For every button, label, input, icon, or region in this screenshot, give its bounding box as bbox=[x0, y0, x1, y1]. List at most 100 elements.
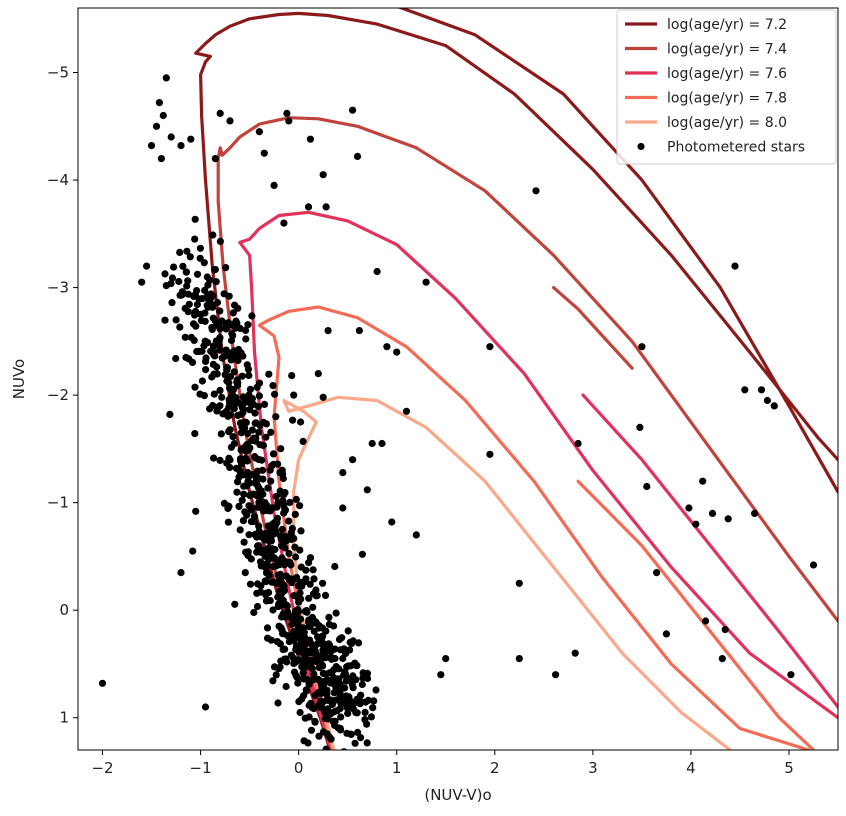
star-point bbox=[260, 149, 268, 157]
star-point bbox=[170, 263, 178, 271]
star-point bbox=[315, 664, 323, 672]
star-point bbox=[302, 566, 310, 574]
star-point bbox=[210, 454, 218, 462]
star-point bbox=[340, 748, 348, 750]
star-point bbox=[226, 399, 234, 407]
star-point bbox=[314, 370, 322, 378]
star-point bbox=[227, 443, 235, 451]
star-point bbox=[343, 663, 351, 671]
star-point bbox=[324, 327, 332, 335]
star-point bbox=[809, 561, 818, 569]
star-point bbox=[304, 739, 312, 747]
star-point bbox=[276, 570, 285, 579]
legend: log(age/yr) = 7.2 log(age/yr) = 7.4 log(ag… bbox=[616, 9, 837, 165]
star-point bbox=[147, 142, 156, 150]
star-point bbox=[643, 482, 651, 491]
x-tick-label: 0 bbox=[294, 759, 304, 777]
star-point bbox=[191, 383, 199, 391]
star-point bbox=[274, 499, 282, 507]
star-point bbox=[253, 533, 261, 541]
star-point bbox=[280, 509, 288, 517]
star-point bbox=[264, 634, 272, 642]
star-point bbox=[486, 450, 494, 458]
isochrone-tail-0 bbox=[397, 8, 838, 494]
star-point bbox=[245, 531, 253, 539]
star-point bbox=[270, 181, 278, 189]
star-point bbox=[757, 386, 766, 394]
star-points bbox=[98, 74, 818, 750]
y-tick-label: −5 bbox=[47, 64, 69, 82]
star-point bbox=[248, 436, 256, 444]
star-point bbox=[349, 684, 357, 692]
star-point bbox=[305, 559, 313, 567]
star-point bbox=[267, 477, 275, 485]
star-point bbox=[638, 343, 646, 351]
star-point bbox=[571, 649, 579, 657]
star-point bbox=[234, 304, 242, 312]
star-point bbox=[181, 333, 189, 341]
star-point bbox=[292, 553, 300, 561]
star-point bbox=[192, 507, 200, 515]
star-point bbox=[249, 400, 257, 408]
star-point bbox=[263, 624, 272, 632]
star-point bbox=[244, 478, 252, 486]
star-point bbox=[312, 586, 320, 594]
star-point bbox=[275, 561, 284, 569]
star-point bbox=[216, 386, 224, 394]
star-point bbox=[355, 639, 363, 647]
star-point bbox=[239, 393, 247, 401]
star-point bbox=[207, 347, 215, 355]
star-point bbox=[320, 646, 328, 654]
star-point bbox=[172, 354, 180, 363]
star-point bbox=[269, 606, 277, 614]
star-point bbox=[191, 235, 199, 243]
legend-label: log(age/yr) = 8.0 bbox=[667, 115, 787, 131]
star-point bbox=[317, 678, 325, 687]
star-point bbox=[574, 439, 582, 448]
star-point bbox=[297, 527, 305, 535]
star-point bbox=[192, 322, 200, 330]
star-point bbox=[331, 696, 339, 704]
star-point bbox=[232, 464, 240, 472]
star-point bbox=[176, 323, 184, 331]
star-point bbox=[245, 502, 253, 510]
star-point bbox=[253, 548, 261, 556]
star-point bbox=[358, 680, 366, 689]
star-point bbox=[216, 346, 224, 354]
star-point bbox=[293, 673, 301, 682]
star-point bbox=[187, 333, 195, 341]
star-point bbox=[348, 639, 356, 648]
star-point bbox=[197, 316, 205, 325]
star-point bbox=[708, 509, 717, 517]
star-point bbox=[269, 562, 278, 571]
star-point bbox=[305, 680, 313, 688]
star-point bbox=[192, 307, 200, 315]
star-point bbox=[182, 268, 190, 276]
star-point bbox=[276, 640, 284, 648]
star-point bbox=[370, 697, 378, 705]
star-point bbox=[291, 510, 299, 518]
star-point bbox=[280, 630, 288, 638]
star-point bbox=[167, 280, 175, 288]
star-point bbox=[332, 609, 340, 617]
star-point bbox=[260, 507, 268, 515]
star-point bbox=[245, 391, 253, 399]
y-tick-label: −3 bbox=[47, 279, 69, 297]
star-point bbox=[297, 615, 305, 623]
star-point bbox=[309, 566, 317, 574]
star-point bbox=[240, 538, 248, 546]
star-point bbox=[702, 617, 710, 625]
star-point bbox=[373, 267, 381, 276]
star-point bbox=[302, 686, 310, 694]
legend-label: log(age/yr) = 7.2 bbox=[667, 17, 787, 33]
star-point bbox=[325, 620, 333, 629]
x-tick-label: −1 bbox=[190, 759, 212, 777]
y-tick-label: 0 bbox=[59, 601, 69, 619]
star-point bbox=[731, 262, 739, 270]
star-point bbox=[282, 537, 290, 545]
star-point bbox=[279, 470, 287, 478]
star-point bbox=[289, 416, 297, 424]
star-point bbox=[210, 390, 218, 398]
star-point bbox=[298, 695, 306, 703]
star-point bbox=[161, 316, 169, 324]
